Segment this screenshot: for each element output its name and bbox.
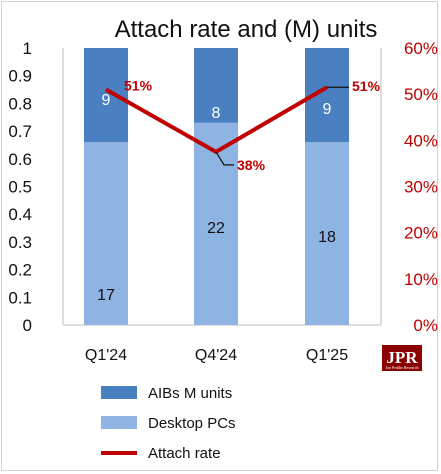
jpr-logo: JPR Jon Peddie Research (382, 345, 422, 371)
right-axis-ticks: 0% 10% 20% 30% 40% 50% 60% (404, 39, 438, 335)
bar-segment-aibs (194, 48, 238, 123)
attach-rate-value-label: 38% (237, 157, 266, 173)
left-tick-label: 1 (23, 39, 32, 58)
right-tick-label: 20% (404, 224, 438, 243)
category-labels: Q1'24 Q4'24 Q1'25 (85, 347, 348, 364)
legend-label-aibs: AIBs M units (148, 385, 232, 402)
legend: AIBs M units Desktop PCs Attach rate (101, 385, 236, 462)
legend-swatch-aibs (101, 386, 137, 399)
jpr-logo-box (382, 345, 422, 371)
left-tick-label: 0.6 (8, 150, 32, 169)
legend-swatch-desktop (101, 416, 137, 429)
desktop-pcs-value-label: 22 (207, 220, 225, 237)
aibs-value-label: 9 (323, 101, 332, 118)
legend-label-desktop: Desktop PCs (148, 415, 236, 432)
left-tick-label: 0.4 (8, 205, 32, 224)
right-tick-label: 50% (404, 85, 438, 104)
left-tick-label: 0.5 (8, 178, 32, 197)
jpr-logo-subtext: Jon Peddie Research (385, 365, 418, 370)
right-tick-label: 0% (413, 316, 438, 335)
left-tick-label: 0.9 (8, 67, 32, 86)
category-label: Q4'24 (195, 347, 237, 364)
segment-labels: 17 9 22 8 18 9 (97, 92, 336, 304)
attach-rate-value-label: 51% (124, 78, 153, 94)
right-tick-label: 30% (404, 178, 438, 197)
left-tick-label: 0.1 (8, 288, 32, 307)
left-tick-label: 0.7 (8, 122, 32, 141)
bar-segment-desktop-pcs (84, 142, 128, 325)
attach-rate-labels: 51% 38% 51% (124, 78, 381, 173)
desktop-pcs-value-label: 17 (97, 287, 115, 304)
right-tick-label: 60% (404, 39, 438, 58)
left-tick-label: 0.8 (8, 94, 32, 113)
aibs-value-label: 9 (102, 92, 111, 109)
right-tick-label: 10% (404, 270, 438, 289)
left-tick-label: 0 (23, 316, 32, 335)
left-axis-ticks: 0 0.1 0.2 0.3 0.4 0.5 0.6 0.7 0.8 0.9 1 (8, 39, 32, 335)
desktop-pcs-value-label: 18 (318, 229, 336, 246)
left-tick-label: 0.2 (8, 261, 32, 280)
bar-segment-desktop-pcs (194, 122, 238, 325)
bar-segment-desktop-pcs (305, 142, 349, 325)
attach-rate-leaders (215, 86, 349, 166)
bars-group (84, 48, 349, 325)
aibs-value-label: 8 (212, 105, 221, 122)
category-label: Q1'25 (306, 347, 348, 364)
jpr-logo-text: JPR (386, 348, 418, 367)
category-label: Q1'24 (85, 347, 127, 364)
attach-rate-value-label: 51% (352, 78, 381, 94)
left-tick-label: 0.3 (8, 233, 32, 252)
rate-label-leader (215, 151, 234, 166)
right-tick-label: 40% (404, 131, 438, 150)
chart-title: Attach rate and (M) units (115, 16, 378, 43)
bar-segment-aibs (84, 48, 128, 143)
legend-label-attach-rate: Attach rate (148, 445, 221, 462)
